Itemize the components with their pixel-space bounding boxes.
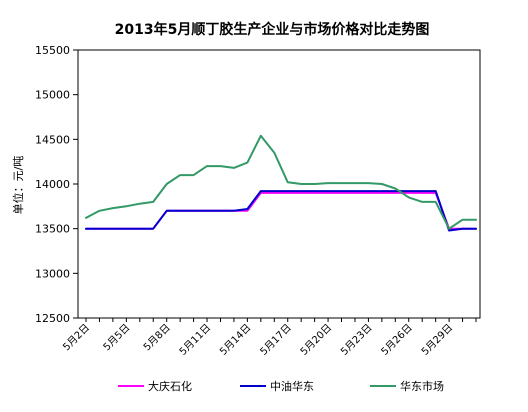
y-tick-label: 13500	[35, 223, 70, 236]
y-axis-label: 单位：元/吨	[11, 156, 25, 215]
x-tick-label: 5月20日	[298, 322, 334, 358]
legend-label-2: 中油华东	[270, 379, 314, 393]
x-tick-label: 5月26日	[379, 322, 415, 358]
y-tick-label: 14500	[35, 133, 70, 146]
axes: 12500 13000 13500 14000 14500 15000 15500 5月2日 5…	[35, 44, 481, 358]
legend-label-1: 大庆石化	[148, 379, 192, 393]
series-layer	[85, 134, 477, 232]
y-tick-label: 13000	[35, 267, 70, 280]
x-tick-label: 5月5日	[101, 322, 133, 354]
y-tick-label: 12500	[35, 312, 70, 325]
x-tick-label: 5月2日	[60, 322, 92, 354]
x-tick-label: 5月11日	[177, 322, 213, 358]
y-tick-label: 15500	[35, 44, 70, 57]
x-tick-label: 5月8日	[141, 322, 173, 354]
y-tick-label: 14000	[35, 178, 70, 191]
x-tick-label: 5月23日	[338, 322, 374, 358]
series-line-1	[85, 191, 477, 230]
legend: 大庆石化 中油华东 华东市场	[118, 379, 444, 393]
series-line-2	[85, 190, 477, 232]
legend-label-3: 华东市场	[400, 379, 444, 393]
plot-area-border	[77, 49, 481, 319]
x-tick-label: 5月29日	[419, 322, 455, 358]
chart-title: 2013年5月顺丁胶生产企业与市场价格对比走势图	[115, 21, 430, 38]
series-line-3	[85, 134, 477, 230]
x-tick-label: 5月17日	[258, 322, 294, 358]
x-tick-label: 5月14日	[217, 322, 253, 358]
y-tick-label: 15000	[35, 89, 70, 102]
